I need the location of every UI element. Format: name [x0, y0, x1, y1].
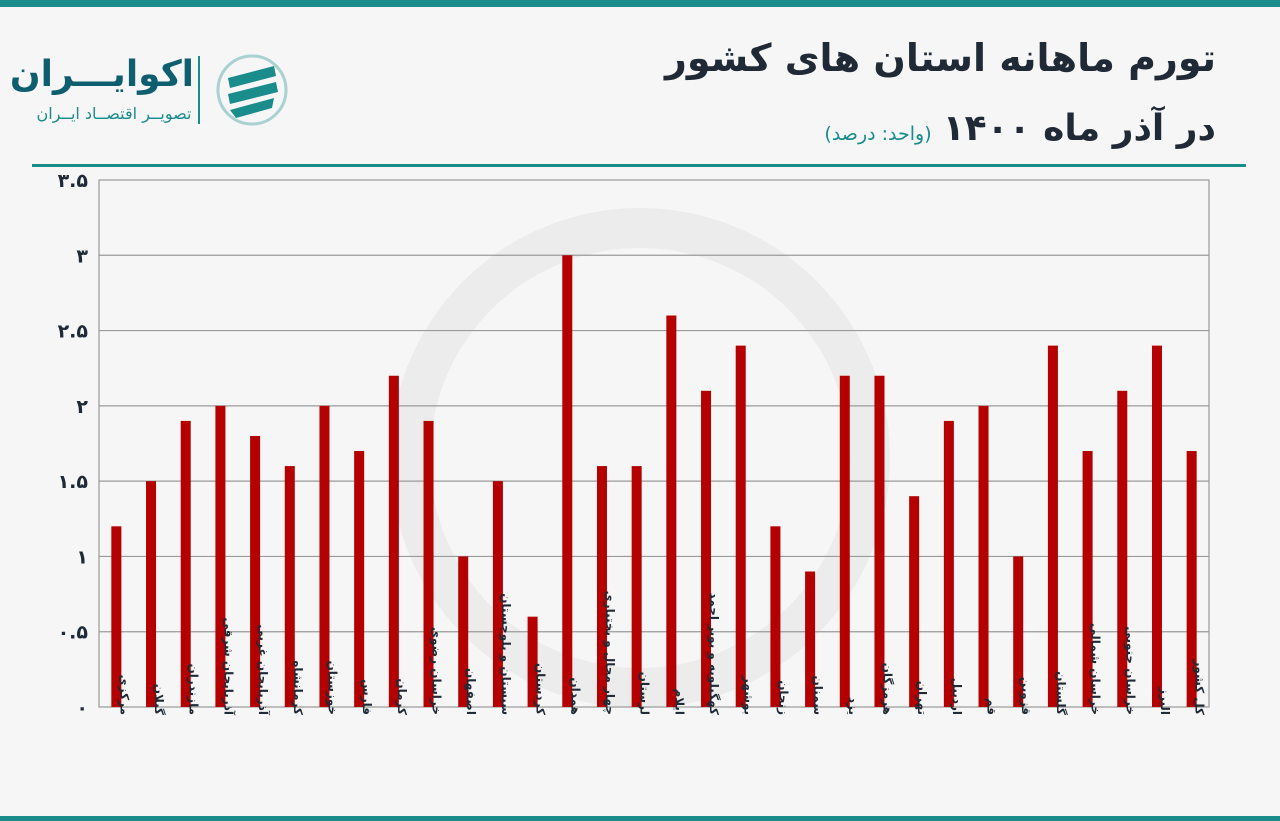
chart-title-line1: تورم ماهانه استان های کشور — [665, 36, 1216, 80]
x-tick-label: کرمانشاه — [291, 660, 305, 715]
x-tick-label: اصفهان — [464, 668, 478, 715]
bar — [770, 526, 781, 707]
bar — [388, 375, 399, 707]
bar — [666, 315, 677, 707]
bar — [909, 496, 920, 707]
bar — [978, 405, 989, 707]
y-tick-label: ۲.۵ — [58, 321, 89, 343]
bar-chart: ۰ ۰.۵ ۱ ۱.۵ ۲ ۲.۵ ۳ ۳.۵ مرکزی گیلان مازندران آذربا… — [58, 170, 1210, 719]
bar — [527, 616, 538, 707]
y-tick-label: ۱ — [76, 546, 88, 568]
x-tick-label: کردستان — [534, 663, 548, 715]
x-tick-label: خراسان رضوی — [429, 627, 444, 715]
plot-frame — [98, 179, 1210, 708]
x-tick-label: همدان — [568, 677, 582, 715]
x-tick-label: آذربایجان غربی — [256, 624, 271, 715]
bar — [1117, 390, 1128, 707]
unit-note: (واحد: درصد) — [824, 123, 932, 145]
x-tick-label: خراسان جنوبی — [1122, 626, 1137, 715]
bar — [805, 571, 816, 707]
bars — [111, 255, 1197, 707]
brand-name: اکوایـــران — [9, 54, 194, 95]
bar — [180, 420, 191, 707]
x-tick-label: گلستان — [1054, 671, 1068, 715]
top-accent-bar — [0, 0, 1280, 7]
x-tick-label: قزوین — [1018, 677, 1033, 715]
x-tick-label: ایلام — [671, 688, 686, 715]
y-tick-label: ۳ — [76, 245, 88, 267]
y-axis: ۰ ۰.۵ ۱ ۱.۵ ۲ ۲.۵ ۳ ۳.۵ — [58, 170, 89, 719]
x-tick-label: سمنان — [811, 676, 825, 716]
x-tick-label: خوزستان — [324, 660, 339, 715]
chart-title-date: در آذر ماه ۱۴۰۰ — [942, 108, 1216, 149]
bar — [943, 420, 954, 707]
x-tick-label: آذربایجان شرقی — [221, 617, 236, 715]
bar — [354, 451, 365, 707]
x-tick-label: لرستان — [638, 672, 652, 715]
brand-tagline: تصویــر اقتصــاد ایــران — [36, 104, 192, 123]
bar — [1013, 556, 1024, 707]
bar — [596, 466, 607, 707]
bar — [146, 481, 157, 707]
x-tick-label: بوشهر — [741, 675, 756, 715]
x-tick-label: کهگیلویه و بویر احمد — [706, 592, 721, 715]
x-tick-label: تهران — [915, 681, 929, 715]
x-tick-label: اردبیل — [950, 678, 964, 715]
bar — [250, 435, 261, 707]
bar — [492, 481, 503, 707]
x-tick-label: مازندران — [187, 663, 201, 715]
bar — [631, 466, 642, 707]
bar — [1151, 345, 1162, 707]
chart-title-line2: در آذر ماه ۱۴۰۰ (واحد: درصد) — [824, 108, 1216, 149]
bar — [423, 420, 434, 707]
bar — [215, 405, 226, 707]
x-tick-label: مرکزی — [117, 675, 131, 715]
x-tick-label: چهار محال و بختیاری — [602, 591, 617, 715]
bar — [1047, 345, 1058, 707]
bar — [319, 405, 330, 707]
bar — [701, 390, 712, 707]
bar — [111, 526, 122, 707]
x-tick-label: یزد — [846, 697, 860, 715]
x-axis: مرکزی گیلان مازندران آذربایجان شرقی آذربایجا… — [117, 591, 1206, 716]
bar — [1082, 451, 1093, 707]
x-tick-label: زنجان — [776, 680, 790, 715]
bar — [458, 556, 469, 707]
chart-grid — [98, 179, 1210, 708]
bar — [1186, 451, 1197, 707]
y-tick-label: ۲ — [76, 396, 88, 418]
brand-separator — [198, 56, 200, 124]
bar — [874, 375, 885, 707]
bar — [284, 466, 295, 707]
header-divider — [32, 164, 1246, 167]
x-tick-label: گیلان — [152, 684, 166, 715]
x-tick-label: فارس — [360, 679, 374, 715]
x-tick-label: هرمزگان — [880, 663, 894, 715]
ecoiran-logo-icon — [216, 54, 288, 126]
y-tick-label: ۰.۵ — [58, 622, 89, 644]
bar — [562, 255, 573, 707]
bar — [839, 375, 850, 707]
x-tick-label: البرز — [1158, 686, 1172, 715]
x-tick-label: کرمان — [395, 678, 409, 715]
bar — [735, 345, 746, 707]
x-tick-label: قم — [985, 698, 999, 715]
y-tick-label: ۳.۵ — [58, 170, 89, 192]
bottom-accent-bar — [0, 816, 1280, 821]
x-tick-label: کل کشور — [1192, 659, 1207, 716]
x-tick-label: سیستان و بلوچستان — [498, 593, 513, 715]
brand-logo: اکوایـــران تصویــر اقتصــاد ایــران — [9, 50, 290, 132]
x-tick-label: خراسان شمالی — [1089, 623, 1103, 715]
y-tick-label: ۱.۵ — [58, 471, 89, 493]
y-tick-label: ۰ — [76, 697, 88, 719]
